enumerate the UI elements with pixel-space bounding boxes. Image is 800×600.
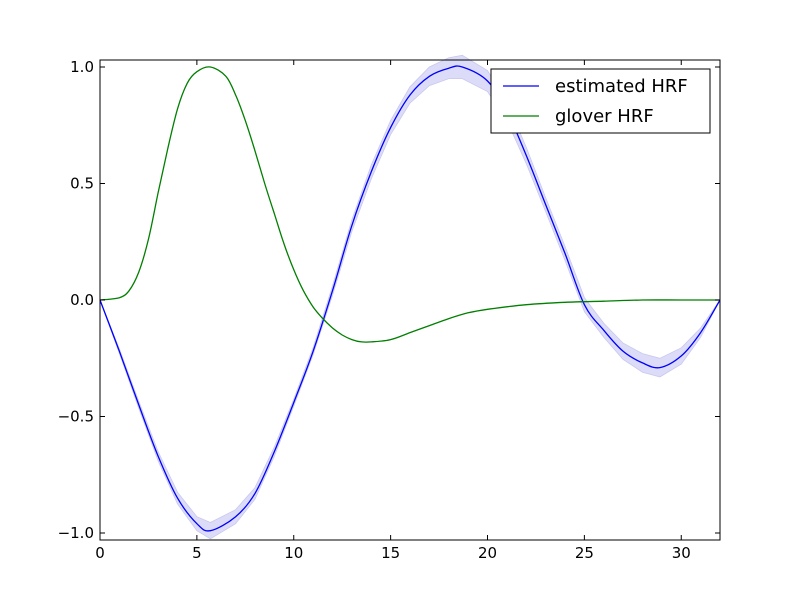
y-tick-label: 0.0 <box>70 291 94 309</box>
axis-ticks-layer: 0 5 10 15 20 25 30 1.0 0.5 0.0 −0.5 −1.0 <box>58 58 720 562</box>
legend-label-glover-hrf: glover HRF <box>555 106 654 127</box>
x-tick-label: 5 <box>192 544 202 562</box>
y-tick-label: 0.5 <box>70 174 94 192</box>
legend: estimated HRF glover HRF <box>490 68 711 134</box>
series-lines-layer <box>99 65 721 532</box>
x-tick-label: 0 <box>95 544 105 562</box>
legend-box <box>490 68 711 134</box>
estimated-hrf-line <box>99 65 721 532</box>
x-tick-label: 25 <box>575 544 594 562</box>
y-tick-label: 1.0 <box>70 58 94 76</box>
x-tick-label: 15 <box>381 544 400 562</box>
legend-label-estimated-hrf: estimated HRF <box>555 76 688 97</box>
x-tick-label: 30 <box>672 544 691 562</box>
x-tick-label: 10 <box>284 544 303 562</box>
x-tick-label: 20 <box>478 544 497 562</box>
glover-hrf-line <box>99 66 720 343</box>
y-tick-label: −1.0 <box>58 524 94 542</box>
y-tick-label: −0.5 <box>58 408 94 426</box>
